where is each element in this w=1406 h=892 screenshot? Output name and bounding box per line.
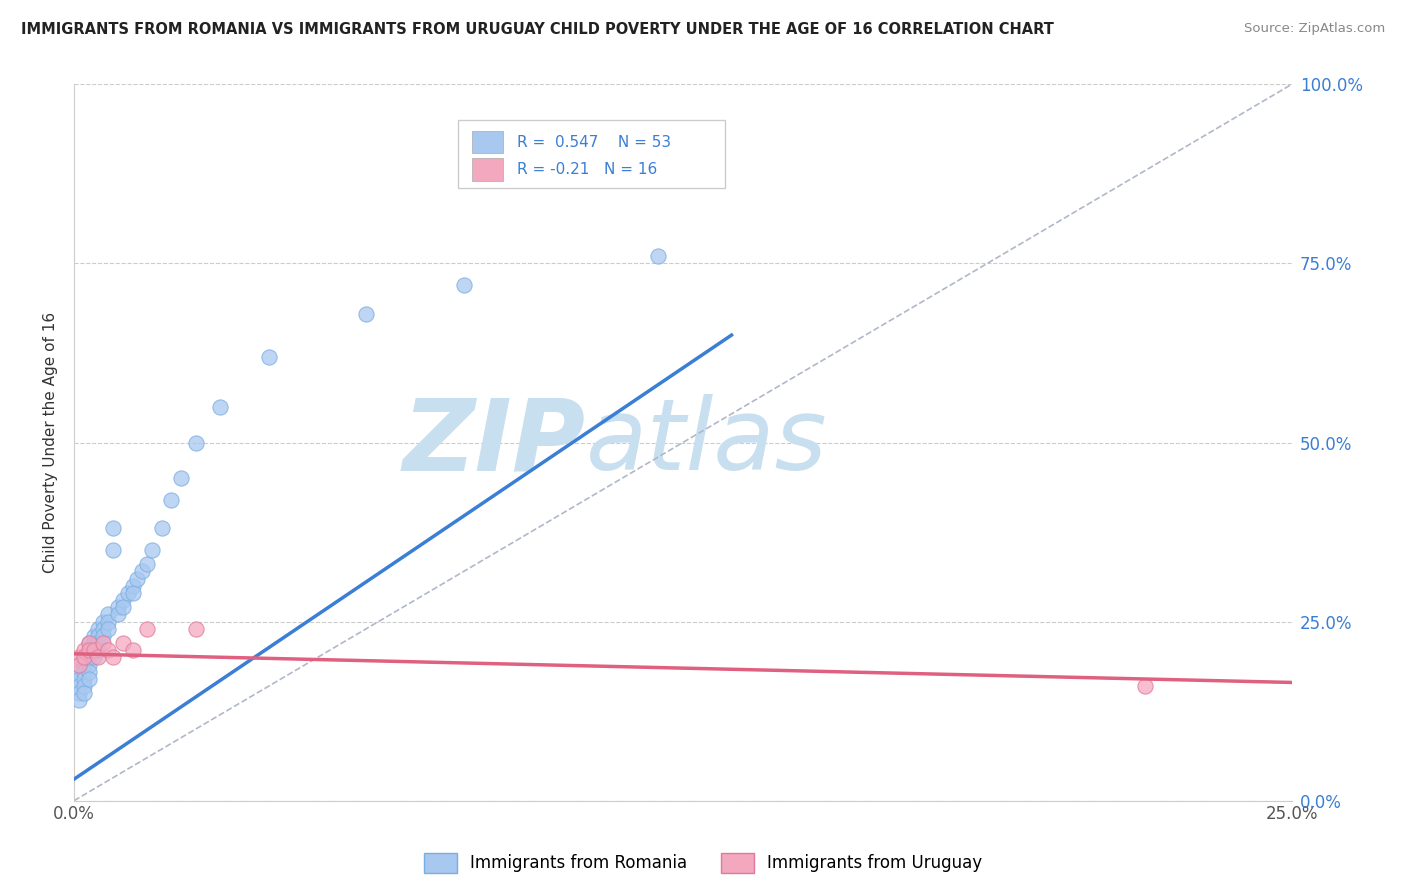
Point xyxy=(647,249,669,263)
Point xyxy=(97,615,120,629)
Point xyxy=(87,622,110,636)
Point xyxy=(209,400,232,414)
Point xyxy=(184,435,207,450)
Point xyxy=(97,643,120,657)
Point xyxy=(184,622,207,636)
FancyBboxPatch shape xyxy=(472,158,502,181)
Point xyxy=(111,593,134,607)
Point xyxy=(170,471,193,485)
Point xyxy=(73,686,96,700)
Point xyxy=(91,636,114,650)
Point xyxy=(131,565,153,579)
Point xyxy=(453,277,475,292)
Point xyxy=(77,636,100,650)
Point xyxy=(1135,679,1157,693)
Point xyxy=(160,492,183,507)
Legend: Immigrants from Romania, Immigrants from Uruguay: Immigrants from Romania, Immigrants from… xyxy=(416,847,990,880)
FancyBboxPatch shape xyxy=(457,120,725,188)
Point xyxy=(141,543,163,558)
Point xyxy=(121,586,143,600)
Point xyxy=(73,650,96,665)
Point xyxy=(77,643,100,657)
Point xyxy=(77,672,100,686)
Point xyxy=(101,650,124,665)
Point xyxy=(73,650,96,665)
Point xyxy=(127,572,149,586)
Point xyxy=(257,350,280,364)
Text: R = -0.21   N = 16: R = -0.21 N = 16 xyxy=(517,161,658,177)
Point xyxy=(91,615,114,629)
Point xyxy=(97,622,120,636)
Point xyxy=(83,643,105,657)
Point xyxy=(150,521,173,535)
Point xyxy=(107,607,129,622)
Text: IMMIGRANTS FROM ROMANIA VS IMMIGRANTS FROM URUGUAY CHILD POVERTY UNDER THE AGE O: IMMIGRANTS FROM ROMANIA VS IMMIGRANTS FR… xyxy=(21,22,1054,37)
Point xyxy=(77,665,100,679)
Point xyxy=(101,543,124,558)
Text: atlas: atlas xyxy=(585,394,827,491)
Point xyxy=(87,636,110,650)
Point xyxy=(91,629,114,643)
Point xyxy=(77,650,100,665)
Text: ZIP: ZIP xyxy=(402,394,585,491)
Point xyxy=(91,622,114,636)
FancyBboxPatch shape xyxy=(472,130,502,153)
Point xyxy=(111,600,134,615)
Point xyxy=(97,607,120,622)
Point xyxy=(121,579,143,593)
Point xyxy=(77,636,100,650)
Point xyxy=(117,586,139,600)
Point xyxy=(101,521,124,535)
Text: R =  0.547    N = 53: R = 0.547 N = 53 xyxy=(517,135,672,150)
Point xyxy=(121,643,143,657)
Point xyxy=(83,643,105,657)
Point xyxy=(73,643,96,657)
Point xyxy=(67,693,90,707)
Point xyxy=(77,657,100,672)
Point xyxy=(87,629,110,643)
Point xyxy=(73,657,96,672)
Point xyxy=(67,686,90,700)
Point xyxy=(83,636,105,650)
Point xyxy=(83,650,105,665)
Point xyxy=(107,600,129,615)
Point xyxy=(67,679,90,693)
Point xyxy=(67,657,90,672)
Point xyxy=(73,665,96,679)
Point xyxy=(87,643,110,657)
Point xyxy=(136,622,159,636)
Point xyxy=(67,650,90,665)
Point xyxy=(73,672,96,686)
Point xyxy=(73,679,96,693)
Point xyxy=(87,650,110,665)
Y-axis label: Child Poverty Under the Age of 16: Child Poverty Under the Age of 16 xyxy=(44,312,58,573)
Point xyxy=(77,643,100,657)
Point xyxy=(67,665,90,679)
Point xyxy=(83,629,105,643)
Point xyxy=(356,307,378,321)
Point xyxy=(67,672,90,686)
Text: Source: ZipAtlas.com: Source: ZipAtlas.com xyxy=(1244,22,1385,36)
Point xyxy=(136,558,159,572)
Point xyxy=(111,636,134,650)
